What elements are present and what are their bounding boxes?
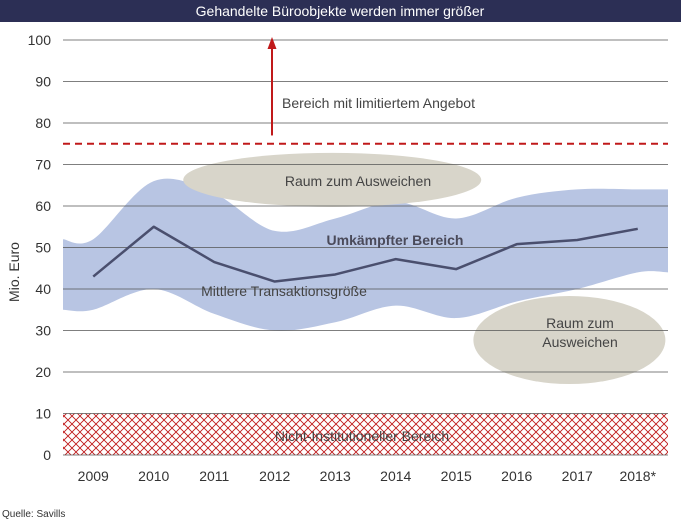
y-tick-label: 60 bbox=[35, 198, 51, 214]
chart-title: Gehandelte Büroobjekte werden immer größ… bbox=[196, 3, 485, 19]
x-tick-label: 2016 bbox=[501, 468, 532, 484]
y-tick-label: 20 bbox=[35, 364, 51, 380]
y-tick-label: 30 bbox=[35, 323, 51, 339]
hatched-zone-layer bbox=[63, 413, 668, 455]
ellipse-layer bbox=[183, 152, 666, 385]
x-tick-label: 2014 bbox=[380, 468, 411, 484]
arrow-layer bbox=[267, 37, 277, 136]
title-bar bbox=[0, 0, 681, 22]
x-tick-labels: 2009 2010 2011 2012 2013 2014 2015 2016 2017 2018… bbox=[78, 468, 657, 484]
spread-band-layer bbox=[63, 178, 668, 331]
x-tick-label: 2009 bbox=[78, 468, 109, 484]
y-tick-label: 100 bbox=[28, 32, 52, 48]
y-tick-label: 70 bbox=[35, 157, 51, 173]
x-tick-label: 2017 bbox=[562, 468, 593, 484]
y-tick-labels: 0 10 20 30 40 50 60 70 80 90 100 bbox=[28, 32, 52, 463]
x-tick-label: 2011 bbox=[199, 468, 229, 484]
x-tick-label: 2013 bbox=[320, 468, 351, 484]
series-layer bbox=[92, 225, 638, 283]
y-axis-label: Mio. Euro bbox=[6, 242, 22, 302]
y-tick-label: 40 bbox=[35, 281, 51, 297]
x-tick-label: 2015 bbox=[441, 468, 472, 484]
up-arrow-head bbox=[267, 37, 277, 49]
alternative-space-lower-label-line1: Raum zum bbox=[546, 315, 614, 331]
x-tick-label: 2012 bbox=[259, 468, 290, 484]
ellipse-alternative-space-upper bbox=[183, 152, 482, 207]
spread-band bbox=[63, 178, 668, 331]
y-tick-label: 10 bbox=[35, 406, 51, 422]
median-series-label: Mittlere Transaktionsgröße bbox=[201, 283, 367, 299]
y-tick-label: 90 bbox=[35, 74, 51, 90]
y-tick-label: 0 bbox=[43, 447, 51, 463]
source-note: Quelle: Savills bbox=[2, 509, 65, 520]
non-institutional-label: Nicht-Institutioneller Bereich bbox=[275, 428, 449, 444]
ellipse-alternative-space-lower bbox=[473, 296, 666, 385]
x-tick-label: 2018* bbox=[619, 468, 656, 484]
alternative-space-upper-label: Raum zum Ausweichen bbox=[285, 173, 431, 189]
y-tick-label: 80 bbox=[35, 115, 51, 131]
limited-supply-label: Bereich mit limitiertem Angebot bbox=[282, 95, 475, 111]
x-tick-label: 2010 bbox=[138, 468, 169, 484]
alternative-space-lower-label-line2: Ausweichen bbox=[542, 334, 618, 350]
y-tick-label: 50 bbox=[35, 240, 51, 256]
series-line bbox=[92, 225, 638, 283]
hatched-zone bbox=[63, 413, 668, 455]
gridlines-layer bbox=[63, 39, 668, 456]
contested-zone-label: Umkämpfter Bereich bbox=[327, 232, 464, 248]
